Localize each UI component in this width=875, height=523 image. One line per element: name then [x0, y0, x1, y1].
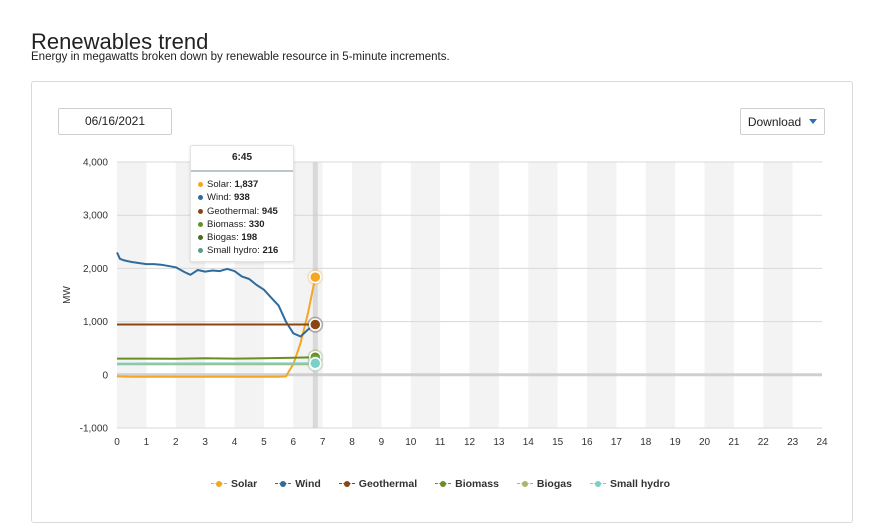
legend-line-marker-icon	[275, 479, 291, 489]
tooltip-row-value: 945	[262, 206, 278, 217]
legend-item-biogas[interactable]: Biogas	[517, 478, 572, 490]
hour-band	[352, 162, 381, 428]
legend-line-marker-icon	[590, 479, 606, 489]
x-tick-label: 3	[202, 437, 208, 448]
legend-line-marker-icon	[339, 479, 355, 489]
marker-dot	[310, 358, 321, 369]
x-tick-label: 16	[581, 437, 593, 448]
hover-marker-geothermal	[307, 317, 323, 333]
legend-label: Solar	[231, 478, 257, 490]
y-tick-label: 3,000	[83, 211, 108, 222]
legend-label: Biogas	[537, 478, 572, 490]
tooltip-time: 6:45	[191, 146, 293, 172]
hour-band	[470, 162, 499, 428]
tooltip-row-label: Wind	[207, 192, 229, 203]
x-tick-label: 1	[144, 437, 150, 448]
x-tick-label: 20	[699, 437, 711, 448]
hour-band	[411, 162, 440, 428]
tooltip-row-value: 938	[234, 192, 250, 203]
x-tick-label: 13	[493, 437, 505, 448]
x-tick-label: 8	[349, 437, 355, 448]
x-tick-label: 4	[232, 437, 238, 448]
x-tick-label: 24	[816, 437, 828, 448]
series-dot-icon	[198, 222, 203, 227]
hour-band	[763, 162, 792, 428]
series-dot-icon	[198, 235, 203, 240]
y-axis-label: MW	[62, 286, 73, 304]
tooltip-row-label: Small hydro	[207, 245, 257, 256]
x-tick-label: 15	[552, 437, 564, 448]
x-tick-label: 11	[435, 437, 446, 448]
legend-item-small-hydro[interactable]: Small hydro	[590, 478, 670, 490]
hour-band	[587, 162, 616, 428]
legend-label: Biomass	[455, 478, 499, 490]
legend-label: Wind	[295, 478, 321, 490]
series-line-biomass	[117, 357, 315, 359]
x-tick-label: 9	[379, 437, 385, 448]
hour-band	[646, 162, 675, 428]
tooltip-row-value: 198	[241, 232, 257, 243]
y-tick-label: 2,000	[83, 264, 108, 275]
legend-label: Small hydro	[610, 478, 670, 490]
x-tick-label: 0	[114, 437, 120, 448]
marker-dot	[310, 272, 321, 283]
x-tick-label: 2	[173, 437, 179, 448]
x-tick-label: 6	[290, 437, 296, 448]
x-tick-label: 17	[611, 437, 623, 448]
tooltip-row-geothermal: Geothermal: 945	[191, 205, 293, 218]
legend-line-marker-icon	[211, 479, 227, 489]
x-tick-label: 14	[523, 437, 535, 448]
hour-band	[117, 162, 146, 428]
tooltip-row-value: 1,837	[234, 179, 258, 190]
hour-band	[705, 162, 734, 428]
x-tick-label: 21	[728, 437, 740, 448]
tooltip-row-biomass: Biomass: 330	[191, 218, 293, 231]
tooltip-row-label: Biogas	[207, 232, 236, 243]
series-dot-icon	[198, 182, 203, 187]
tooltip-row-label: Solar	[207, 179, 229, 190]
x-tick-label: 22	[758, 437, 770, 448]
legend-item-solar[interactable]: Solar	[211, 478, 257, 490]
x-tick-label: 12	[464, 437, 476, 448]
legend-item-geothermal[interactable]: Geothermal	[339, 478, 417, 490]
x-tick-label: 10	[405, 437, 417, 448]
tooltip-row-value: 216	[262, 245, 278, 256]
series-dot-icon	[198, 209, 203, 214]
legend-item-wind[interactable]: Wind	[275, 478, 321, 490]
x-tick-label: 5	[261, 437, 267, 448]
legend-line-marker-icon	[517, 479, 533, 489]
x-tick-label: 7	[320, 437, 326, 448]
tooltip-row-biogas: Biogas: 198	[191, 231, 293, 244]
chart-legend: Solar Wind Geothermal Biomass Biogas Small hy…	[0, 478, 875, 490]
hover-marker-small-hydro	[307, 355, 323, 371]
hover-marker-solar	[307, 269, 323, 285]
y-tick-label: 4,000	[83, 158, 108, 169]
x-tick-label: 18	[640, 437, 652, 448]
y-tick-label: -1,000	[80, 424, 109, 435]
tooltip-row-label: Geothermal	[207, 206, 257, 217]
legend-line-marker-icon	[435, 479, 451, 489]
hour-band	[293, 162, 322, 428]
legend-label: Geothermal	[359, 478, 417, 490]
x-tick-label: 19	[670, 437, 682, 448]
tooltip-row-small-hydro: Small hydro: 216	[191, 244, 293, 257]
series-dot-icon	[198, 248, 203, 253]
tooltip-row-wind: Wind: 938	[191, 191, 293, 204]
hour-band	[528, 162, 557, 428]
y-tick-label: 0	[102, 370, 108, 381]
x-tick-label: 23	[787, 437, 799, 448]
tooltip-row-value: 330	[249, 219, 265, 230]
tooltip-row-solar: Solar: 1,837	[191, 178, 293, 191]
y-tick-label: 1,000	[83, 317, 108, 328]
tooltip-row-label: Biomass	[207, 219, 243, 230]
series-line-solar	[117, 277, 315, 377]
legend-item-biomass[interactable]: Biomass	[435, 478, 499, 490]
marker-dot	[310, 319, 321, 330]
series-dot-icon	[198, 195, 203, 200]
